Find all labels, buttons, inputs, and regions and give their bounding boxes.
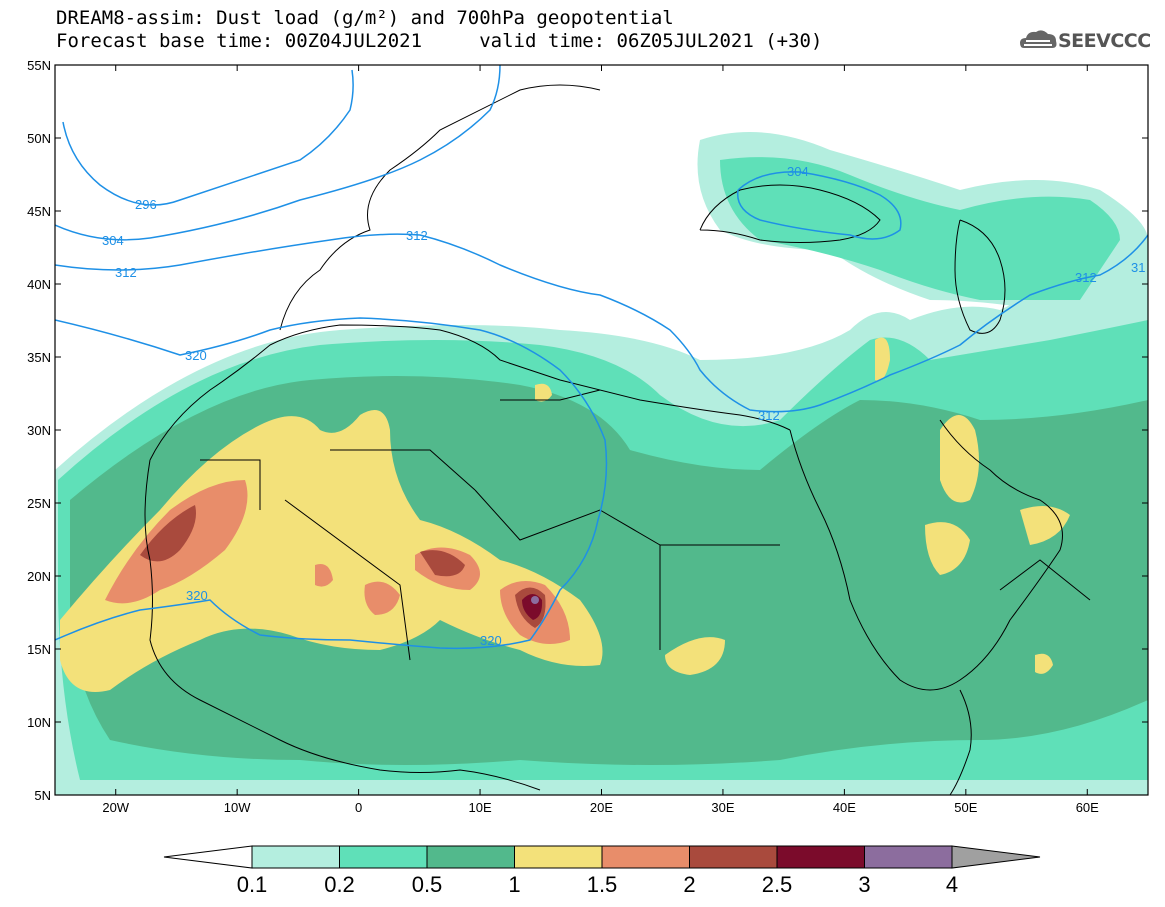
colorbar-label: 0.5 (412, 872, 443, 897)
contour-label: 320 (185, 348, 207, 363)
forecast-time: Forecast base time: 00Z04JUL2021 valid t… (56, 30, 823, 52)
dust-band-1-arabia2 (925, 522, 970, 575)
colorbar-label: 0.1 (237, 872, 268, 897)
colorbar: 0.1 0.2 0.5 1 1.5 2 2.5 3 4 (163, 845, 1041, 897)
contour-label: 296 (135, 197, 157, 212)
longitude-axis: 20W 10W 0 10E 20E 30E 40E 50E 60E (102, 65, 1099, 815)
lon-tick-label: 20E (590, 800, 613, 815)
lat-tick-label: 15N (27, 642, 51, 657)
dust-band-1-chad (665, 637, 725, 675)
lat-tick-label: 30N (27, 423, 51, 438)
lat-tick-label: 55N (27, 58, 51, 73)
colorbar-label: 2.5 (762, 872, 793, 897)
contour-label: 31 (1131, 260, 1145, 275)
dust-band-0-2-north (720, 157, 1120, 300)
lon-tick-label: 30E (711, 800, 734, 815)
colorbar-label: 3 (858, 872, 870, 897)
lon-tick-label: 10E (468, 800, 491, 815)
logo-text: SEEVCCC (1058, 30, 1151, 52)
contour-label: 312 (758, 408, 780, 423)
dust-band-1 (60, 410, 603, 692)
dust-band-1-5-e (315, 564, 333, 587)
dust-band-1-oman (1020, 506, 1070, 545)
colorbar-swatch (601, 845, 690, 869)
colorbar-label: 2 (683, 872, 695, 897)
coastlines (144, 84, 1091, 795)
colorbar-swatch (776, 845, 865, 869)
colorbar-swatch (864, 845, 953, 869)
colorbar-label: 1.5 (587, 872, 618, 897)
colorbar-swatch (514, 845, 603, 869)
lat-tick-label: 25N (27, 496, 51, 511)
lon-tick-label: 50E (954, 800, 977, 815)
colorbar-swatch (689, 845, 778, 869)
lat-tick-label: 10N (27, 715, 51, 730)
contour-label: 320 (186, 588, 208, 603)
dust-band-1-arabia (940, 415, 979, 503)
dust-band-1-5-d (364, 581, 400, 615)
contour-label: 304 (102, 233, 124, 248)
lon-tick-label: 60E (1076, 800, 1099, 815)
colorbar-over-arrow (951, 845, 1041, 869)
colorbar-swatch (426, 845, 515, 869)
lon-tick-label: 0 (355, 800, 362, 815)
map-title: DREAM8-assim: Dust load (g/m²) and 700hP… (56, 7, 674, 29)
colorbar-swatch (339, 845, 428, 869)
lat-tick-label: 5N (34, 788, 51, 803)
colorbar-label: 1 (508, 872, 520, 897)
contour-label: 312 (1075, 270, 1097, 285)
colorbar-under-arrow (163, 845, 253, 869)
contour-label: 320 (480, 633, 502, 648)
lat-tick-label: 20N (27, 569, 51, 584)
dust-band-3 (531, 596, 539, 604)
dust-band-1-iraq (875, 337, 890, 381)
dust-band-1-east (1035, 653, 1053, 674)
colorbar-swatch (251, 845, 340, 869)
latitude-axis: 55N 50N 45N 40N 35N 30N 25N 20N 15N 10N 5N (27, 58, 1148, 803)
dust-band-1-libya (535, 383, 552, 402)
lon-tick-label: 10W (224, 800, 251, 815)
geopotential-contours (55, 65, 1148, 650)
cloud-icon (1020, 30, 1057, 48)
colorbar-label: 4 (946, 872, 958, 897)
contour-label: 312 (115, 265, 137, 280)
lon-tick-label: 20W (102, 800, 129, 815)
lat-tick-label: 40N (27, 277, 51, 292)
dust-band-2 (140, 505, 196, 562)
lat-tick-label: 45N (27, 204, 51, 219)
contour-label: 312 (406, 228, 428, 243)
lon-tick-label: 40E (833, 800, 856, 815)
lat-tick-label: 50N (27, 131, 51, 146)
dust-band-2-b (420, 550, 465, 577)
lat-tick-label: 35N (27, 350, 51, 365)
colorbar-label: 0.2 (324, 872, 355, 897)
contour-label: 304 (787, 164, 809, 179)
contour-labels: 296 304 312 320 312 320 320 304 312 312 … (102, 164, 1145, 648)
